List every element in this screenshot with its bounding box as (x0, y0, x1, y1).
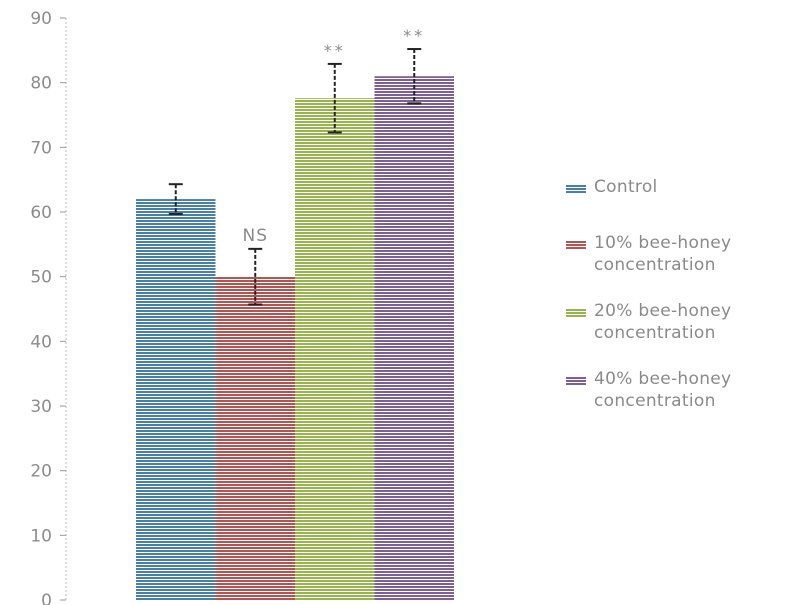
legend: Control 10% bee-honey concentration 20% … (564, 176, 796, 436)
y-tick-label: 30 (30, 397, 52, 417)
annotation-2: ** (324, 41, 346, 60)
y-tick-label: 70 (30, 138, 52, 158)
bar-2 (295, 98, 375, 600)
error-bars-group (168, 48, 422, 306)
y-tick-label: 0 (41, 591, 52, 605)
y-tick-label: 10 (30, 526, 52, 546)
y-tick-label: 20 (30, 462, 52, 482)
bar-0 (136, 199, 216, 601)
legend-item-20pct: 20% bee-honey concentration (564, 300, 796, 344)
y-tick-label: 90 (30, 9, 52, 29)
bar-1 (215, 276, 295, 600)
error-bar-2 (327, 62, 342, 134)
legend-item-10pct: 10% bee-honey concentration (564, 232, 796, 276)
y-tick-label: 40 (30, 332, 52, 352)
error-bar-0 (168, 183, 183, 215)
legend-swatch-20pct (566, 308, 586, 317)
annotation-1: NS (242, 226, 268, 246)
bar-3 (374, 76, 454, 600)
y-tick-label: 80 (30, 74, 52, 94)
legend-swatch-control (566, 184, 586, 193)
y-axis: 0 10 20 30 40 50 60 70 80 90 (30, 9, 67, 605)
y-tick-label: 60 (30, 203, 52, 223)
bar-chart: 0 10 20 30 40 50 60 70 80 90 NS ** ** (30, 9, 454, 605)
legend-label-control: Control (594, 177, 658, 197)
legend-swatch-40pct (566, 376, 586, 385)
annotation-3: ** (403, 26, 425, 45)
y-tick-label: 50 (30, 268, 52, 288)
annotations-group: NS ** ** (242, 26, 425, 246)
legend-item-control: Control (564, 176, 796, 198)
legend-swatch-10pct (566, 240, 586, 249)
error-bar-3 (407, 48, 422, 105)
legend-label-20pct: 20% bee-honey concentration (594, 301, 732, 343)
legend-label-40pct: 40% bee-honey concentration (594, 369, 732, 411)
error-bar-1 (248, 247, 263, 306)
legend-item-40pct: 40% bee-honey concentration (564, 368, 796, 412)
bars-group (136, 76, 454, 601)
legend-label-10pct: 10% bee-honey concentration (594, 233, 732, 275)
